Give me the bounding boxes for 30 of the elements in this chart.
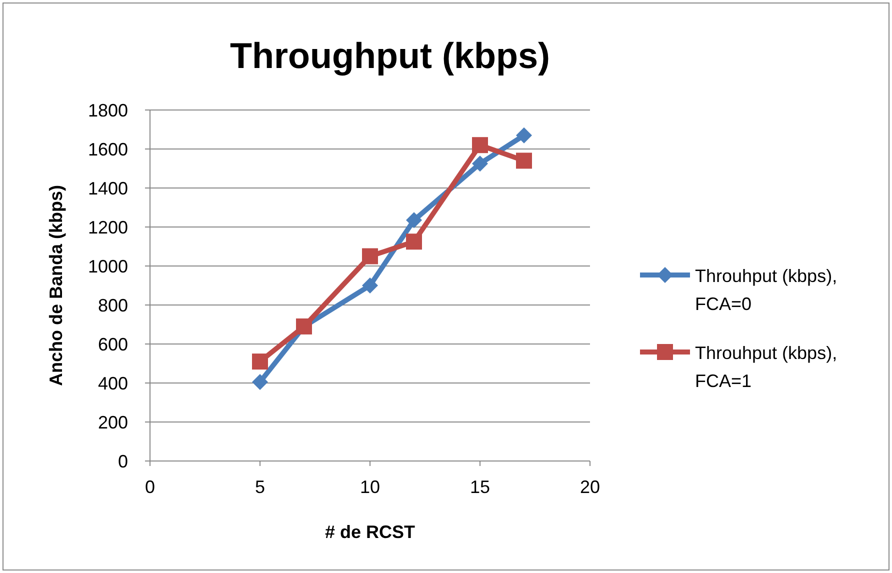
x-tick-label: 5 xyxy=(254,477,266,497)
x-tick-label: 0 xyxy=(144,477,156,497)
y-tick-label: 1000 xyxy=(88,256,128,276)
point xyxy=(362,278,378,294)
y-tick-label: 1400 xyxy=(88,178,128,198)
point xyxy=(472,156,488,172)
y-tick-label: 200 xyxy=(98,412,128,432)
point xyxy=(516,127,532,144)
point xyxy=(516,152,532,169)
legend-label: Throuhput (kbps), FCA=0 xyxy=(695,266,838,314)
chart-title: Throughput (kbps) xyxy=(230,35,550,76)
y-tick-label: 1200 xyxy=(88,217,128,238)
point xyxy=(472,137,488,154)
point xyxy=(362,248,378,264)
point xyxy=(406,234,422,250)
point xyxy=(252,354,268,370)
y-tick-label: 1800 xyxy=(88,100,128,120)
x-tick-label: 20 xyxy=(580,477,600,497)
point xyxy=(252,374,268,390)
x-tick-label: 10 xyxy=(360,477,380,497)
y-tick-label: 400 xyxy=(98,373,128,394)
point xyxy=(406,212,422,228)
y-tick-label: 600 xyxy=(98,334,128,354)
x-axis-title: # de RCST xyxy=(324,522,416,542)
y-tick-label: 1600 xyxy=(88,139,128,160)
x-tick-label: 15 xyxy=(470,477,490,497)
y-axis-title: Ancho de Banda (kbps) xyxy=(46,184,66,386)
y-tick-label: 0 xyxy=(118,451,128,472)
legend-label: Throuhput (kbps), FCA=1 xyxy=(695,343,838,391)
y-tick-label: 800 xyxy=(98,295,128,316)
